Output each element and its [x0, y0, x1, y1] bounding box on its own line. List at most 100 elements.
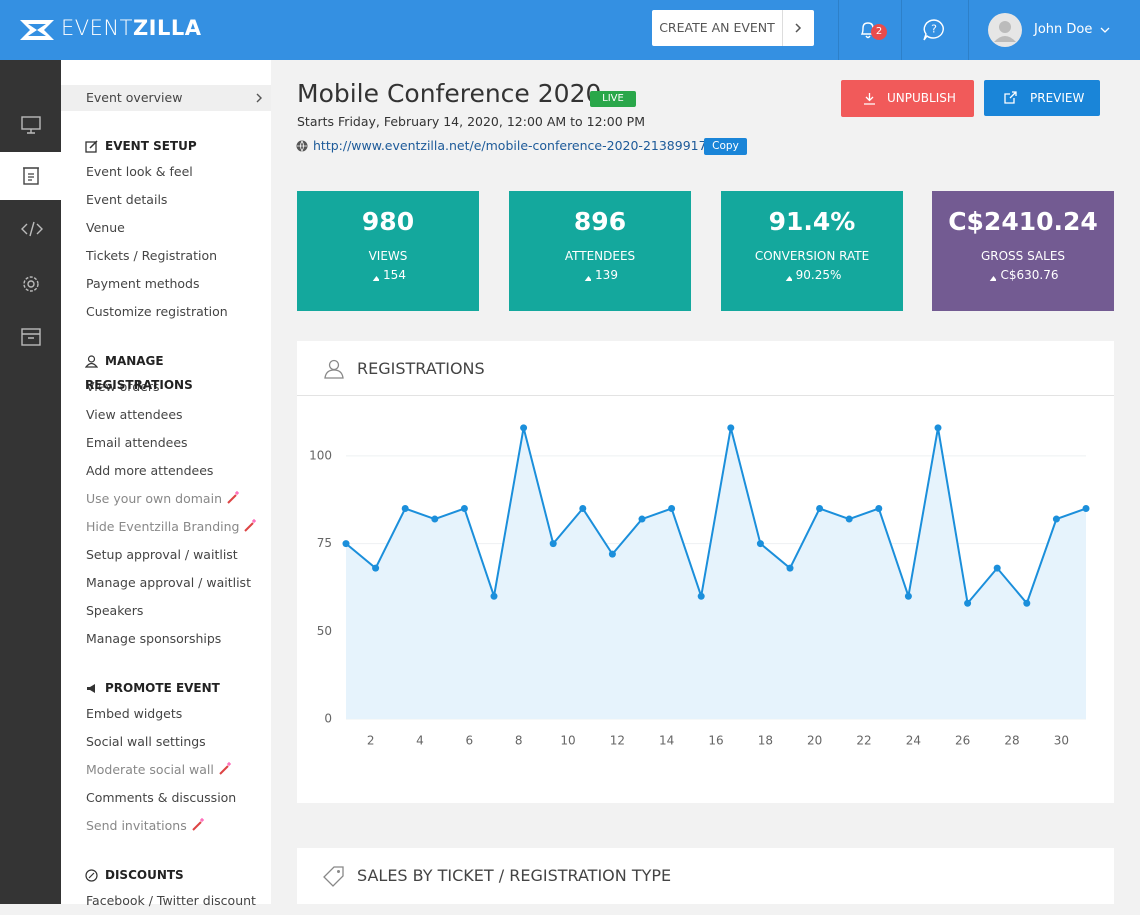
- chat-icon[interactable]: ?: [921, 17, 947, 43]
- item-label: Use your own domain: [86, 491, 222, 506]
- download-icon: [864, 93, 875, 105]
- point: [579, 505, 587, 513]
- sidebar-item[interactable]: Speakers: [61, 597, 271, 625]
- item-label: Hide Eventzilla Branding: [86, 519, 240, 534]
- chevron-icon: [256, 93, 262, 103]
- item-label: Payment methods: [86, 276, 200, 291]
- copy-button[interactable]: Copy: [704, 138, 747, 155]
- x-tick-label: 2: [367, 734, 375, 748]
- item-label: Email attendees: [86, 435, 188, 450]
- item-label: Manage sponsorships: [86, 631, 222, 646]
- notification-badge: 2: [871, 24, 887, 40]
- sidebar-item[interactable]: Moderate social wall: [61, 756, 271, 784]
- avatar[interactable]: [988, 13, 1022, 47]
- sidebar-item[interactable]: Social wall settings: [61, 728, 271, 756]
- section-gap: [61, 653, 271, 676]
- item-label: Event details: [86, 192, 168, 207]
- section-header: MANAGE REGISTRATIONS: [61, 349, 271, 392]
- x-tick-label: 14: [659, 734, 674, 748]
- stat-card: 980 VIEWS 154: [297, 191, 479, 311]
- item-label: Embed widgets: [86, 706, 183, 721]
- archive-icon[interactable]: [20, 326, 42, 348]
- sidebar-item[interactable]: View orders: [61, 373, 271, 401]
- sidebar-item[interactable]: Email attendees: [61, 429, 271, 457]
- divider: [838, 0, 839, 60]
- sidebar-item[interactable]: Use your own domain: [61, 485, 271, 513]
- section-title: EVENT SETUP: [105, 139, 197, 153]
- sidebar-item[interactable]: Event details: [61, 186, 271, 214]
- logo[interactable]: EVENTZILLA: [61, 16, 202, 40]
- section-icon: [87, 684, 95, 693]
- stat-label: VIEWS: [368, 249, 408, 263]
- section-icon: [85, 355, 98, 368]
- user-name[interactable]: John Doe: [1034, 22, 1093, 37]
- item-label: Send invitations: [86, 818, 187, 833]
- globe-icon: [296, 140, 308, 152]
- point: [490, 592, 498, 600]
- create-event-button[interactable]: CREATE AN EVENT: [652, 10, 814, 46]
- point: [816, 505, 824, 513]
- item-label: Add more attendees: [86, 463, 214, 478]
- chevron-icon: [795, 23, 802, 33]
- sidebar-item[interactable]: Send invitations: [61, 812, 271, 840]
- sidebar-item[interactable]: Manage approval / waitlist: [61, 569, 271, 597]
- stat-value: 91.4%: [768, 207, 856, 236]
- logo-light: EVENT: [61, 16, 133, 40]
- panel-title: SALES BY TICKET / REGISTRATION TYPE: [357, 866, 672, 885]
- stat-change: 139: [509, 268, 691, 282]
- code-icon[interactable]: [20, 218, 44, 240]
- svg-text:?: ?: [931, 23, 937, 36]
- unpublish-label: UNPUBLISH: [887, 91, 956, 105]
- sidebar-item[interactable]: Venue: [61, 214, 271, 242]
- item-label: Social wall settings: [86, 734, 206, 749]
- x-tick-label: 6: [466, 734, 474, 748]
- monitor-icon[interactable]: [20, 114, 42, 136]
- preview-button[interactable]: PREVIEW: [984, 80, 1100, 116]
- point: [993, 564, 1001, 572]
- point: [549, 540, 557, 548]
- stat-label: CONVERSION RATE: [754, 249, 870, 263]
- sidebar-item[interactable]: Event look & feel: [61, 158, 271, 186]
- sales-panel: SALES BY TICKET / REGISTRATION TYPE: [297, 848, 1114, 904]
- sidebar-item[interactable]: Customize registration: [61, 298, 271, 326]
- x-tick-label: 10: [560, 734, 575, 748]
- stat-card: 91.4% CONVERSION RATE 90.25%: [721, 191, 903, 311]
- top-bar: EVENTZILLA CREATE AN EVENT 2 ? John Doe: [0, 0, 1140, 60]
- overview-label: Event overview: [86, 90, 183, 105]
- event-url[interactable]: http://www.eventzilla.net/e/mobile-confe…: [313, 138, 723, 153]
- sidebar-sections: EVENT SETUP Event look & feel Event detail…: [61, 134, 271, 915]
- item-label: View orders: [86, 379, 160, 394]
- sidebar-item[interactable]: Payment methods: [61, 270, 271, 298]
- stat-change: 90.25%: [721, 268, 903, 282]
- point: [460, 505, 468, 513]
- point: [786, 564, 794, 572]
- x-tick-label: 8: [515, 734, 523, 748]
- sidebar-item[interactable]: Facebook / Twitter discount: [61, 887, 271, 915]
- sidebar-item[interactable]: Tickets / Registration: [61, 242, 271, 270]
- sidebar-item[interactable]: Manage sponsorships: [61, 625, 271, 653]
- sidebar-item[interactable]: Comments & discussion: [61, 784, 271, 812]
- y-tick-label: 50: [317, 624, 332, 638]
- x-tick-label: 12: [610, 734, 625, 748]
- y-tick-label: 100: [309, 448, 332, 462]
- point: [608, 550, 616, 558]
- stat-change: C$630.76: [932, 268, 1114, 282]
- section-icon: [85, 140, 98, 153]
- stat-value: 896: [573, 207, 627, 236]
- sidebar-item[interactable]: Hide Eventzilla Branding: [61, 513, 271, 541]
- panel-divider: [297, 395, 1114, 396]
- overview-link[interactable]: Event overview: [61, 85, 271, 111]
- x-tick-label: 4: [416, 734, 424, 748]
- sidebar-item[interactable]: Embed widgets: [61, 700, 271, 728]
- item-label: Facebook / Twitter discount: [86, 893, 256, 908]
- sidebar-item[interactable]: Setup approval / waitlist: [61, 541, 271, 569]
- unpublish-button[interactable]: UNPUBLISH: [841, 80, 974, 117]
- active-tab[interactable]: [0, 152, 61, 200]
- sidebar-item[interactable]: Add more attendees: [61, 457, 271, 485]
- item-label: Event look & feel: [86, 164, 193, 179]
- status-badge: LIVE: [590, 91, 636, 107]
- sidebar-item[interactable]: View attendees: [61, 401, 271, 429]
- settings-icon[interactable]: [20, 273, 42, 295]
- up-arrow: [989, 276, 999, 282]
- point: [1023, 599, 1031, 607]
